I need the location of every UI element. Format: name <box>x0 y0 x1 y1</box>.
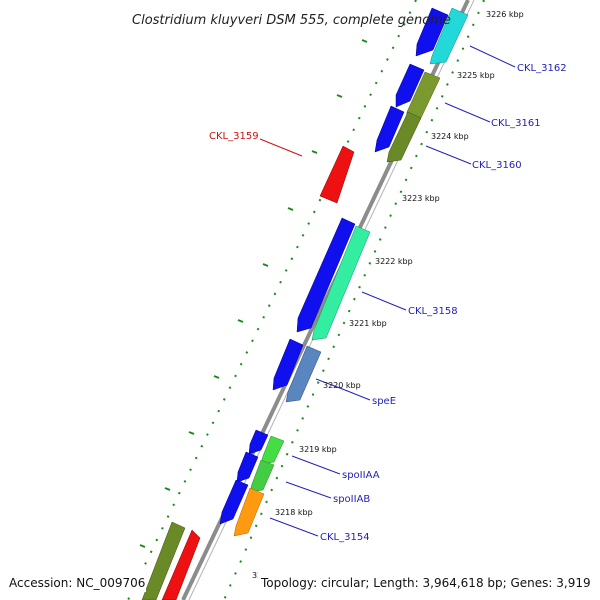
gene-label-ckl3159[interactable]: CKL_3159 <box>209 131 259 142</box>
tick-labels: 3226 kbp 3225 kbp 3224 kbp 3223 kbp 3222… <box>252 10 524 580</box>
gene-label-ckl3160[interactable]: CKL_3160 <box>472 160 522 171</box>
gene-labels: CKL_3162 CKL_3161 CKL_3160 CKL_3159 CKL_… <box>209 63 567 543</box>
accession-text: Accession: NC_009706 <box>9 576 145 590</box>
gene-arrows <box>141 7 469 600</box>
gene-arrow-spee <box>285 345 322 403</box>
genome-title: Clostridium kluyveri DSM 555, complete g… <box>132 13 451 28</box>
gene-label-spee[interactable]: speE <box>372 396 396 407</box>
gene-arrow-reverse-top <box>415 7 449 57</box>
tick-label: 3220 kbp <box>323 381 361 390</box>
tick-label: 3221 kbp <box>349 319 387 328</box>
gene-label-spoiiaa[interactable]: spoIIAA <box>342 470 380 481</box>
gene-arrow-reverse-3 <box>374 105 405 153</box>
tick-label: 3226 kbp <box>486 10 524 19</box>
gene-label-spoiiab[interactable]: spoIIAB <box>333 494 370 505</box>
gene-label-ckl3161[interactable]: CKL_3161 <box>491 118 541 129</box>
gene-arrow-ckl3162 <box>429 7 469 65</box>
tick-dotted-arc <box>223 0 485 600</box>
gene-arrow-reverse-8 <box>219 479 249 525</box>
gene-arrow-ckl3154 <box>233 487 265 537</box>
label-connectors <box>259 45 516 537</box>
gene-arrow-reverse-7 <box>236 451 259 483</box>
summary-text: Topology: circular; Length: 3,964,618 bp… <box>260 576 591 590</box>
gene-arrow-reverse-6 <box>248 429 269 455</box>
gene-label-ckl3154[interactable]: CKL_3154 <box>320 532 370 543</box>
tick-label: 3223 kbp <box>402 194 440 203</box>
gene-arrow-bottom-olive <box>141 521 186 600</box>
gene-label-ckl3158[interactable]: CKL_3158 <box>408 306 458 317</box>
tick-label: 3222 kbp <box>375 257 413 266</box>
outer-arc-dashes <box>139 39 368 548</box>
outer-dotted-arc <box>127 0 417 600</box>
tick-label: 3218 kbp <box>275 508 313 517</box>
tick-label: 3219 kbp <box>299 445 337 454</box>
gene-arrow-ckl3159 <box>319 145 355 204</box>
gene-arrow-reverse-5 <box>272 338 304 391</box>
gene-arrow-bottom-red <box>161 529 201 600</box>
gene-arrow-ckl3158 <box>311 225 371 341</box>
gene-arrow-reverse-2 <box>395 63 425 108</box>
gene-arrow-ckl3160 <box>386 111 422 163</box>
tick-label: 3225 kbp <box>457 71 495 80</box>
footer-accession-bg <box>6 572 146 592</box>
gene-label-ckl3162[interactable]: CKL_3162 <box>517 63 567 74</box>
gene-arrow-reverse-4 <box>296 217 356 333</box>
tick-label: 3224 kbp <box>431 132 469 141</box>
footer-summary-bg <box>258 572 594 592</box>
